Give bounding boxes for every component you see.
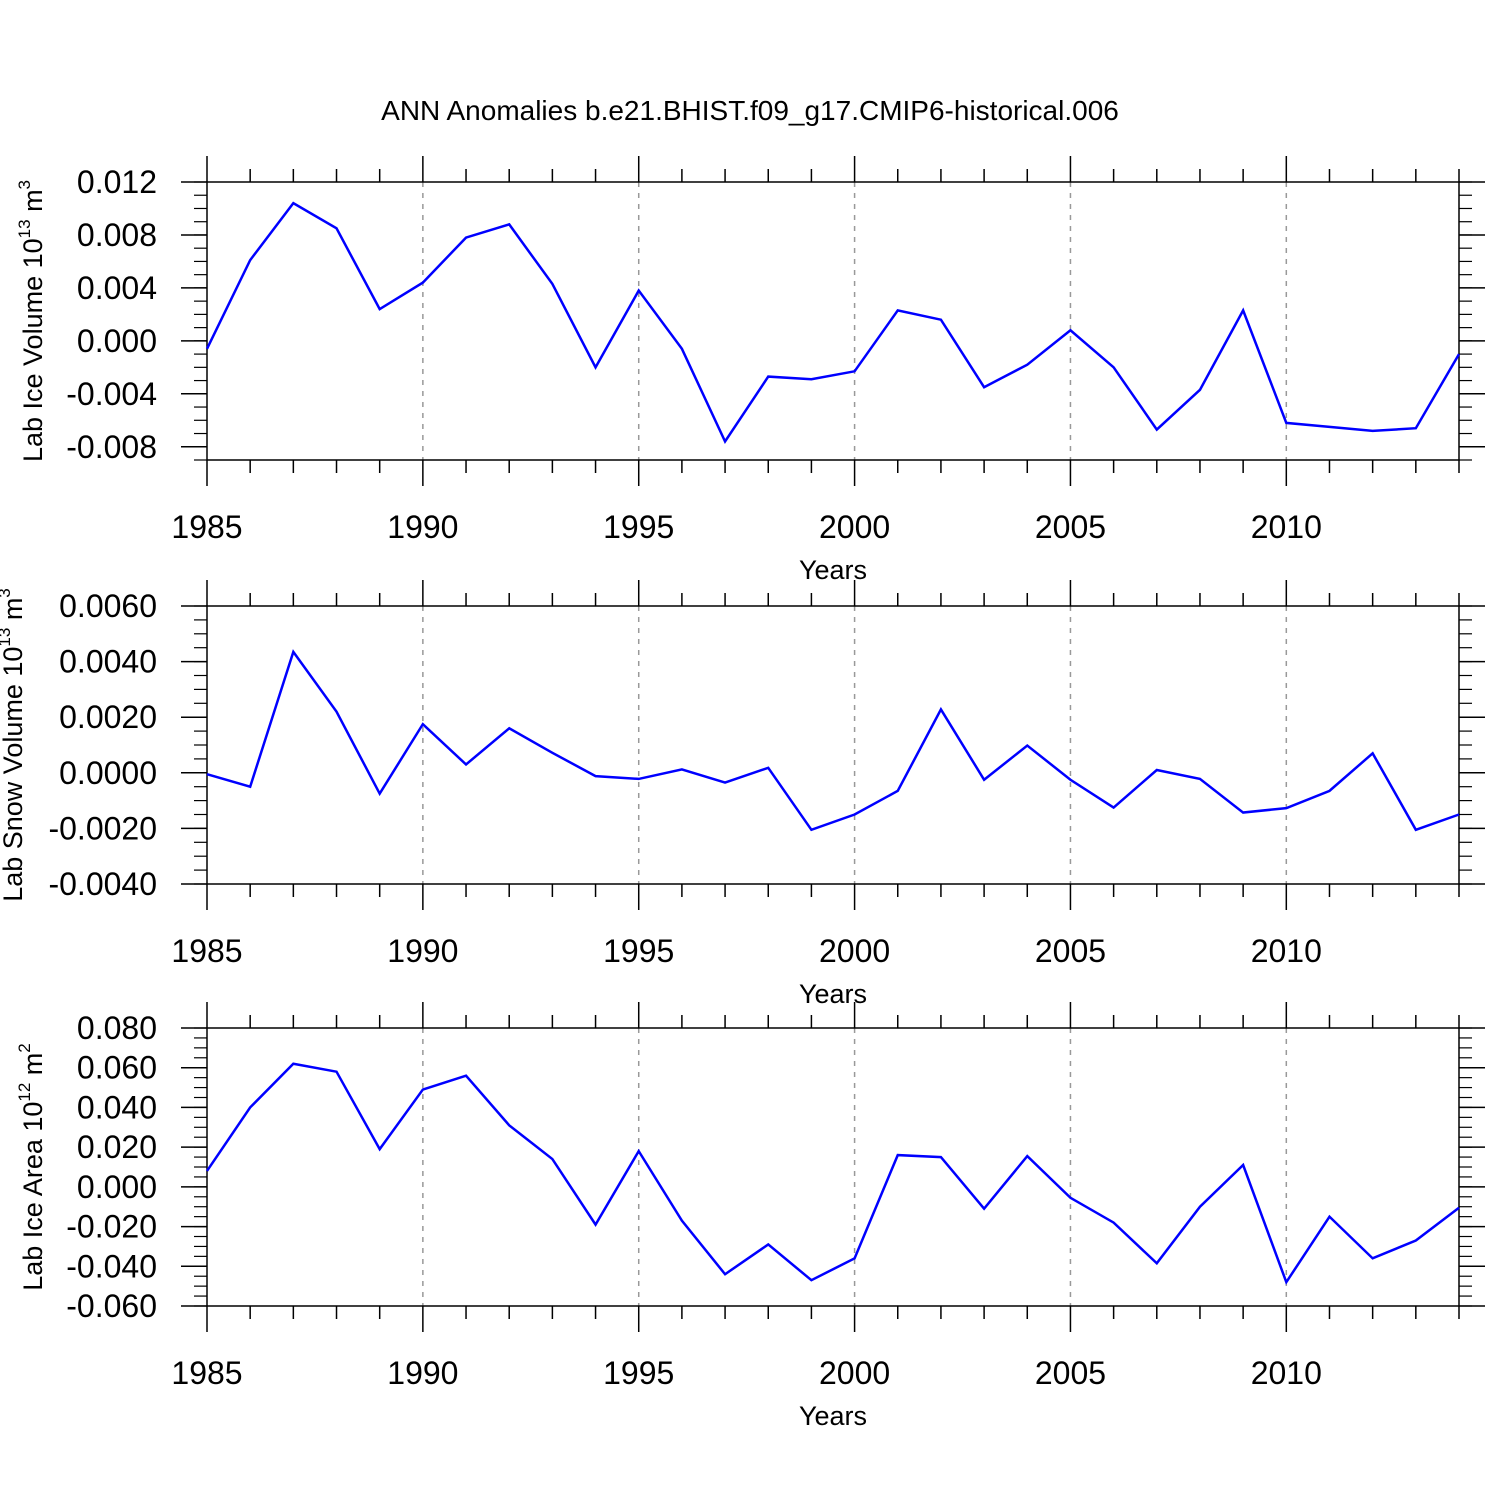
- x-axis-title: Years: [799, 1401, 867, 1431]
- y-axis-title: Lab Snow Volume 1013 m3: [0, 588, 28, 902]
- x-tick-label: 1995: [603, 1355, 674, 1391]
- x-tick-label: 1990: [387, 509, 458, 545]
- y-tick-label: -0.0040: [48, 866, 157, 902]
- x-tick-label: 2005: [1035, 509, 1106, 545]
- y-tick-label: 0.0000: [59, 755, 157, 791]
- x-tick-label: 1990: [387, 933, 458, 969]
- y-tick-label: -0.020: [66, 1209, 157, 1245]
- x-axis-title: Years: [799, 979, 867, 1009]
- y-tick-label: 0.040: [77, 1089, 157, 1125]
- x-tick-label: 2010: [1251, 1355, 1322, 1391]
- y-tick-label: 0.012: [77, 164, 157, 200]
- x-tick-label: 1985: [171, 933, 242, 969]
- x-tick-label: 2010: [1251, 933, 1322, 969]
- y-tick-label: -0.060: [66, 1288, 157, 1324]
- series-line: [205, 201, 1461, 445]
- y-tick-label: -0.004: [66, 376, 157, 412]
- plot-frame: [206, 1027, 1460, 1307]
- x-tick-label: 2005: [1035, 1355, 1106, 1391]
- y-tick-label: 0.008: [77, 217, 157, 253]
- panel-snow-volume: 1985 1990 1995 2000 2005 2010 Years 0.0060 0.004…: [0, 580, 1485, 1009]
- x-axis-title: Years: [799, 555, 867, 585]
- series-line: [206, 649, 1460, 832]
- y-axis-title: Lab Ice Area 1012 m2: [15, 1043, 48, 1291]
- y-tick-label: 0.0020: [59, 699, 157, 735]
- x-tick-label: 1995: [603, 509, 674, 545]
- y-axis-title: Lab Ice Volume 1013 m3: [15, 180, 48, 462]
- y-tick-label: 0.020: [77, 1129, 157, 1165]
- x-tick-label: 1985: [171, 509, 242, 545]
- plot-frame: [206, 605, 1460, 885]
- y-tick-label: 0.0040: [59, 644, 157, 680]
- y-tick-label: 0.080: [77, 1010, 157, 1046]
- x-tick-label: 1985: [171, 1355, 242, 1391]
- series-line: [205, 1062, 1460, 1285]
- y-tick-label: 0.000: [77, 1169, 157, 1205]
- y-tick-label: -0.0020: [48, 810, 157, 846]
- y-tick-label: 0.060: [77, 1050, 157, 1086]
- y-tick-label: -0.008: [66, 429, 157, 465]
- x-tick-label: 2000: [819, 933, 890, 969]
- plot-frame: [206, 181, 1460, 461]
- panel-ice-volume: 1985 1990 1995 2000 2005 2010 Years 0.012 0.008 0…: [15, 156, 1485, 585]
- y-tick-label: 0.000: [77, 323, 157, 359]
- x-tick-label: 2010: [1251, 509, 1322, 545]
- panel-ice-area: 1985 1990 1995 2000 2005 2010Years0.0800.0600…: [15, 1002, 1485, 1431]
- y-tick-label: 0.0060: [59, 588, 157, 624]
- y-tick-label: 0.004: [77, 270, 157, 306]
- x-tick-label: 2000: [819, 1355, 890, 1391]
- x-tick-label: 1995: [603, 933, 674, 969]
- y-tick-label: -0.040: [66, 1248, 157, 1284]
- x-tick-label: 2000: [819, 509, 890, 545]
- x-tick-label: 2005: [1035, 933, 1106, 969]
- figure-title: ANN Anomalies b.e21.BHIST.f09_g17.CMIP6-…: [381, 95, 1119, 126]
- x-tick-label: 1990: [387, 1355, 458, 1391]
